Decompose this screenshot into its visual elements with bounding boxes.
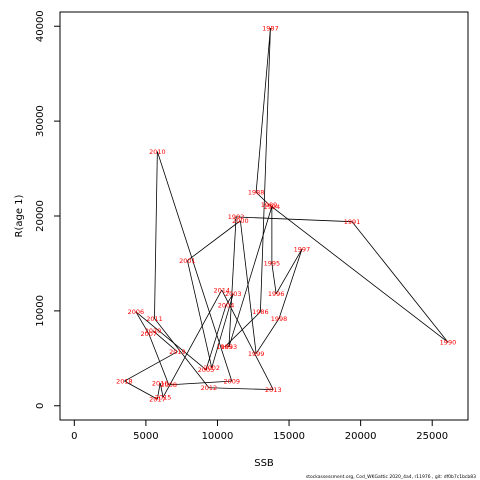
year-label: 2011 [146,315,163,323]
x-tick-label: 15000 [273,431,305,442]
year-label: 1985 [216,343,233,351]
trajectory-segment [156,382,161,400]
trajectory-segment [205,305,227,370]
trajectory-segment [351,221,449,343]
y-tick-label: 20000 [35,200,46,232]
trajectory-segment [278,249,303,319]
year-label: 2003 [225,290,242,298]
trajectory-segment [154,318,210,388]
year-label: 2002 [203,364,220,372]
year-label: 2014 [213,286,230,294]
year-label: 2020 [145,327,162,335]
year-label: 1997 [294,246,311,254]
year-label: 2009 [224,377,241,385]
trajectory-segment [148,333,170,386]
trajectory-segment [162,289,223,398]
trajectory-segment [255,318,280,354]
y-axis-title: R(age 1) [14,194,25,237]
x-tick-label: 5000 [133,431,158,442]
trajectory-segment [260,28,271,312]
year-label: 1987 [262,24,279,32]
x-axis: 0 5000 10000 15000 20000 25000 [71,420,448,442]
year-label: 2017 [149,395,166,403]
x-axis-title: SSB [254,458,274,469]
year-label: 2018 [116,377,133,385]
year-label: 1994 [264,203,281,211]
year-label: 2013 [265,386,282,394]
year-label: 2019 [169,348,186,356]
year-label: 1998 [271,315,288,323]
year-label: 1988 [248,189,265,197]
trajectory-segment [208,387,274,391]
year-label: 2006 [128,308,145,316]
trajectory-segment [255,191,270,205]
year-label: 2016 [152,379,169,387]
trajectory-segment [268,204,449,343]
y-axis: 0 10000 20000 30000 40000 [35,10,60,409]
year-label: 2010 [149,148,166,156]
year-label: 2001 [179,257,196,265]
trajectory-segment [271,263,277,294]
trajectory-segment [236,216,353,223]
year-label: 2015 [155,394,172,402]
year-label: 1993 [221,343,238,351]
year-label: 1992 [228,213,245,221]
x-tick-label: 0 [71,431,77,442]
y-tick-label: 0 [35,403,46,409]
trajectory-segment [255,28,271,193]
trajectory-segment [228,216,237,347]
year-label: 2004 [218,301,235,309]
x-tick-label: 10000 [202,431,234,442]
trajectory-segment [135,311,150,334]
year-label: 2007 [140,330,157,338]
trajectory-segment [135,311,207,371]
trajectory-segment [152,330,178,352]
trajectory-segment [154,151,158,319]
year-label: 1991 [344,218,361,226]
trajectory-segment [275,249,303,295]
trajectory-segment [211,293,234,368]
x-tick-label: 20000 [345,431,377,442]
y-tick-label: 30000 [35,105,46,137]
year-label: 2000 [232,217,249,225]
year-labels: 1985 1986 1987 1988 1989 1990 1991 1992 1993 1994… [116,24,456,403]
trajectory-series [124,28,449,400]
trajectory-segment [221,289,274,390]
trajectory-segment [239,220,257,354]
y-tick-label: 10000 [35,295,46,327]
x-tick-label: 25000 [416,431,448,442]
year-label: 1986 [252,308,269,316]
year-label: 2012 [201,384,218,392]
trajectory-segment [225,293,234,306]
year-label: 1996 [268,290,285,298]
year-label: 2008 [161,381,178,389]
trajectory-segment [187,220,241,261]
trajectory-segment [159,382,164,398]
trajectory-segment [156,151,233,382]
trajectory-segment [187,260,213,368]
year-label: 1999 [248,350,265,358]
y-tick-label: 40000 [35,10,46,42]
trajectory-segment [168,380,232,386]
year-label: 1989 [261,201,278,209]
year-label: 1990 [440,338,457,346]
year-label: 1995 [264,260,281,268]
footer-note: stockassessment.org, Cod_WKGattic 2020_4… [306,474,476,480]
trajectory-segment [228,206,273,348]
trajectory-segment [124,351,178,382]
year-label: 2005 [198,366,215,374]
trajectory-segment [124,380,158,400]
